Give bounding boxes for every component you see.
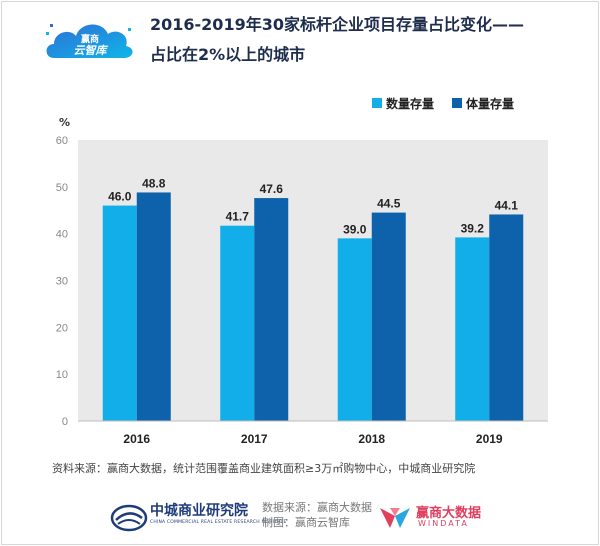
bar-volume-2016 [136, 192, 171, 421]
credits: 数据来源：赢商大数据 制图：赢商云智库 [262, 500, 372, 530]
logo-text-bottom: 云智库 [74, 44, 109, 57]
bar-data-label: 39.0 [343, 222, 367, 236]
bar-data-label: 41.7 [226, 210, 250, 224]
windata-english-name: WINDATA [418, 519, 469, 528]
bar-volume-2019 [489, 214, 524, 421]
bar-count-2019 [455, 237, 490, 421]
institute-name: 中城商业研究院 [150, 503, 248, 519]
y-tick-label: 20 [56, 322, 68, 334]
x-tick-label: 2019 [476, 432, 503, 446]
legend-label-count: 数量存量 [386, 96, 435, 111]
bar-chart: % 0 10 20 30 40 50 60 46.0 48.8 2016 41.7 47.6 2017 39… [56, 116, 548, 446]
y-tick-label: 40 [56, 229, 68, 241]
footer: 中城商业研究院 CHINA COMMERCIAL REAL ESTATE RES… [0, 478, 600, 546]
bar-data-label: 39.2 [461, 221, 485, 235]
windata-logo-icon [380, 508, 410, 528]
legend-item-volume: 体量存量 [452, 95, 514, 112]
yingshang-cloud-logo: 赢商 云智库 [46, 24, 133, 58]
y-tick-label: 0 [62, 416, 68, 428]
bar-data-label: 47.6 [260, 182, 284, 196]
institute-english-name: CHINA COMMERCIAL REAL ESTATE RESEARCH IN… [150, 520, 287, 525]
bar-count-2017 [220, 225, 255, 421]
x-tick-label: 2018 [358, 432, 385, 446]
bar-data-label: 44.5 [377, 197, 401, 211]
bar-volume-2018 [371, 212, 406, 421]
legend-swatch-volume [452, 98, 463, 108]
y-tick-label: 10 [56, 369, 68, 381]
legend-item-count: 数量存量 [372, 95, 434, 112]
chart-title: 2016-2019年30家标杆企业项目存量占比变化—— 占比在2%以上的城市 [150, 10, 590, 70]
bar-count-2016 [102, 205, 137, 421]
data-source-note: 资料来源：赢商大数据，统计范围覆盖商业建筑面积≥3万㎡购物中心，中城商业研究院 [52, 462, 476, 475]
legend: 数量存量 体量存量 [372, 95, 532, 111]
bar-data-label: 48.8 [142, 176, 166, 190]
x-tick-label: 2017 [241, 432, 268, 446]
institute-logo-icon [110, 504, 148, 532]
y-tick-label: 30 [56, 276, 68, 288]
windata-name: 赢商大数据 [416, 506, 482, 521]
legend-swatch-count [372, 98, 382, 108]
y-tick-label: 60 [56, 135, 68, 147]
title-line-1: 2016-2019年30家标杆企业项目存量占比变化—— [150, 15, 524, 34]
logo-text-top: 赢商 [81, 33, 99, 45]
y-axis-unit: % [59, 116, 70, 129]
bar-data-label: 46.0 [108, 190, 132, 204]
credit-chart-maker: 制图：赢商云智库 [262, 516, 350, 529]
bar-count-2018 [337, 238, 372, 421]
bar-volume-2017 [254, 198, 289, 421]
legend-label-volume: 体量存量 [466, 96, 515, 111]
credit-data-source: 数据来源：赢商大数据 [262, 501, 372, 514]
x-tick-label: 2016 [123, 432, 150, 446]
title-line-2: 占比在2%以上的城市 [150, 45, 306, 64]
bar-data-label: 44.1 [495, 198, 519, 212]
y-tick-label: 50 [56, 182, 68, 194]
